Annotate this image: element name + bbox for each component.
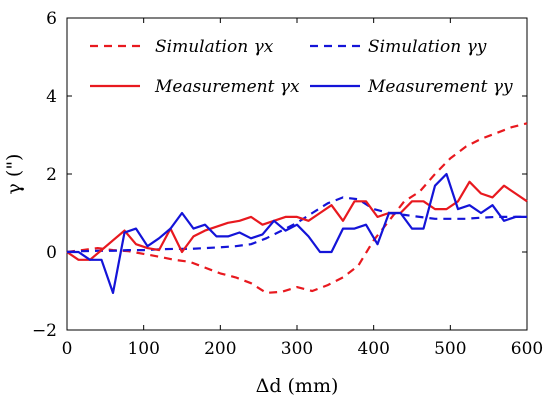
y-tick-label: 4 — [46, 87, 57, 107]
x-tick-label: 600 — [511, 339, 543, 359]
series-lines — [66, 122, 528, 294]
legend-entry-3: Measurement γy — [367, 77, 513, 97]
y-tick-label: 2 — [46, 165, 57, 185]
x-axis-label: Δd (mm) — [256, 375, 339, 397]
legend: Simulation γx Simulation γy Measurement γx… — [90, 37, 513, 97]
x-tick-label: 100 — [127, 339, 159, 359]
x-tick-label: 400 — [357, 339, 389, 359]
x-tick-label: 200 — [204, 339, 236, 359]
legend-entry-0: Simulation γx — [155, 37, 274, 57]
series-line-2 — [66, 180, 528, 261]
legend-entry-1: Simulation γy — [368, 37, 487, 57]
y-tick-label: 0 — [46, 243, 57, 263]
y-tick-label: −2 — [32, 321, 57, 341]
series-line-1 — [66, 196, 527, 254]
y-axis-label: γ (") — [3, 154, 25, 195]
series-line-3 — [67, 172, 527, 294]
y-tick-label: 6 — [46, 9, 57, 29]
x-tick-label: 0 — [62, 339, 73, 359]
plot-frame — [66, 17, 528, 331]
series-line-0 — [66, 122, 528, 294]
x-tick-label: 500 — [434, 339, 466, 359]
x-tick-label: 300 — [281, 339, 313, 359]
legend-entry-2: Measurement γx — [154, 77, 300, 97]
